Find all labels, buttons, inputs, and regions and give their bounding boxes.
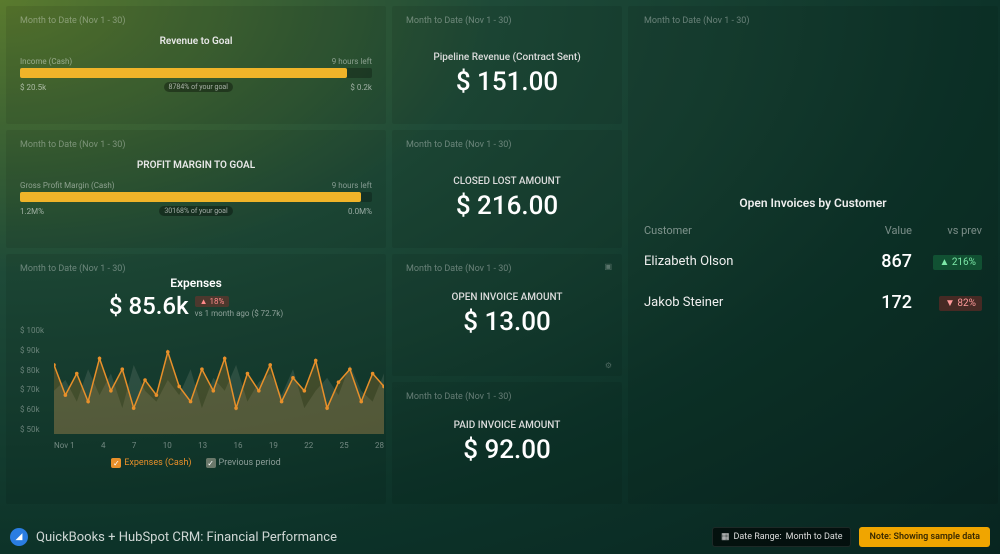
profit-metric-label: Gross Profit Margin (Cash) xyxy=(20,181,115,190)
pipeline-value: $ 151.00 xyxy=(406,67,608,97)
date-range-button[interactable]: ▦ Date Range: Month to Date xyxy=(712,527,852,547)
legend-current[interactable]: ✓ Expenses (Cash) xyxy=(111,458,191,468)
expenses-chart-svg xyxy=(54,326,384,434)
profit-progress-fill xyxy=(20,192,361,202)
revenue-goal-card: Month to Date (Nov 1 - 30) Revenue to Go… xyxy=(6,6,386,124)
profit-time-left: 9 hours left xyxy=(332,181,372,190)
table-row[interactable]: Jakob Steiner172▼ 82% xyxy=(644,282,982,323)
sample-data-note: Note: Showing sample data xyxy=(859,527,990,547)
profit-target: 0.0M% xyxy=(348,207,372,216)
customer-value: 172 xyxy=(832,292,912,313)
expenses-value: $ 85.6k xyxy=(109,292,189,320)
legend-previous[interactable]: ✓ Previous period xyxy=(206,458,281,468)
profit-goal-card: Month to Date (Nov 1 - 30) PROFIT MARGIN… xyxy=(6,130,386,248)
footer-title: QuickBooks + HubSpot CRM: Financial Perf… xyxy=(36,530,337,545)
table-row[interactable]: Elizabeth Olson867▲ 216% xyxy=(644,241,982,282)
revenue-target: $ 0.2k xyxy=(350,83,372,92)
customer-name: Jakob Steiner xyxy=(644,295,832,310)
open-invoices-customer-card: Month to Date (Nov 1 - 30) Open Invoices… xyxy=(628,6,998,504)
period-label: Month to Date (Nov 1 - 30) xyxy=(20,140,372,150)
period-label: Month to Date (Nov 1 - 30) xyxy=(644,16,982,26)
pipeline-card: Month to Date (Nov 1 - 30) Pipeline Reve… xyxy=(392,6,622,124)
closed-lost-value: $ 216.00 xyxy=(406,191,608,221)
expenses-delta-sub: vs 1 month ago ($ 72.7k) xyxy=(195,309,284,318)
invoices-table-head: Customer Value vs prev xyxy=(644,220,982,241)
period-label: Month to Date (Nov 1 - 30) xyxy=(406,392,608,402)
period-label: Month to Date (Nov 1 - 30) xyxy=(20,16,372,26)
pipeline-title: Pipeline Revenue (Contract Sent) xyxy=(406,52,608,63)
checkbox-icon: ✓ xyxy=(206,458,216,468)
profit-goal-badge: 30168% of your goal xyxy=(159,206,232,216)
gear-icon[interactable]: ⚙ xyxy=(605,361,612,370)
checkbox-icon: ✓ xyxy=(111,458,121,468)
open-invoice-card: ▣ Month to Date (Nov 1 - 30) OPEN INVOIC… xyxy=(392,254,622,376)
expenses-chart: $ 100k$ 90k$ 80k$ 70k$ 60k$ 50k Nov 1471… xyxy=(20,326,372,456)
period-label: Month to Date (Nov 1 - 30) xyxy=(20,264,372,274)
paid-invoice-title: PAID INVOICE AMOUNT xyxy=(406,420,608,431)
revenue-time-left: 9 hours left xyxy=(332,57,372,66)
revenue-goal-badge: 8784% of your goal xyxy=(164,82,233,92)
image-icon[interactable]: ▣ xyxy=(604,262,612,271)
customer-value: 867 xyxy=(832,251,912,272)
period-label: Month to Date (Nov 1 - 30) xyxy=(406,264,608,274)
open-invoices-title: Open Invoices by Customer xyxy=(644,196,982,210)
col-vsprev: vs prev xyxy=(912,224,982,237)
calendar-icon: ▦ xyxy=(721,532,730,542)
col-value: Value xyxy=(832,224,912,237)
col-customer: Customer xyxy=(644,224,832,237)
profit-current: 1.2M% xyxy=(20,207,44,216)
period-label: Month to Date (Nov 1 - 30) xyxy=(406,16,608,26)
customer-delta: ▲ 216% xyxy=(912,254,982,269)
app-logo-icon[interactable]: ◢ xyxy=(10,528,28,546)
footer-bar: ◢ QuickBooks + HubSpot CRM: Financial Pe… xyxy=(0,520,1000,554)
expenses-card: Month to Date (Nov 1 - 30) Expenses $ 85… xyxy=(6,254,386,504)
revenue-progress-fill xyxy=(20,68,347,78)
revenue-progress-track xyxy=(20,68,372,78)
open-invoice-value: $ 13.00 xyxy=(406,307,608,337)
revenue-goal-title: Revenue to Goal xyxy=(20,36,372,47)
expenses-title: Expenses xyxy=(20,276,372,290)
revenue-metric-label: Income (Cash) xyxy=(20,57,72,66)
profit-goal-title: PROFIT MARGIN TO GOAL xyxy=(20,160,372,171)
revenue-current: $ 20.5k xyxy=(20,83,46,92)
open-invoice-title: OPEN INVOICE AMOUNT xyxy=(406,292,608,303)
expenses-delta-badge: ▲ 18% xyxy=(195,296,230,307)
closed-lost-card: Month to Date (Nov 1 - 30) CLOSED LOST A… xyxy=(392,130,622,248)
expenses-y-axis: $ 100k$ 90k$ 80k$ 70k$ 60k$ 50k xyxy=(20,326,44,434)
closed-lost-title: CLOSED LOST AMOUNT xyxy=(406,176,608,187)
paid-invoice-card: Month to Date (Nov 1 - 30) PAID INVOICE … xyxy=(392,382,622,504)
expenses-x-axis: Nov 14710131619222528 xyxy=(54,441,384,450)
profit-progress-track xyxy=(20,192,372,202)
invoices-table: Customer Value vs prev Elizabeth Olson86… xyxy=(644,220,982,323)
customer-delta: ▼ 82% xyxy=(912,295,982,310)
period-label: Month to Date (Nov 1 - 30) xyxy=(406,140,608,150)
paid-invoice-value: $ 92.00 xyxy=(406,435,608,465)
customer-name: Elizabeth Olson xyxy=(644,254,832,269)
